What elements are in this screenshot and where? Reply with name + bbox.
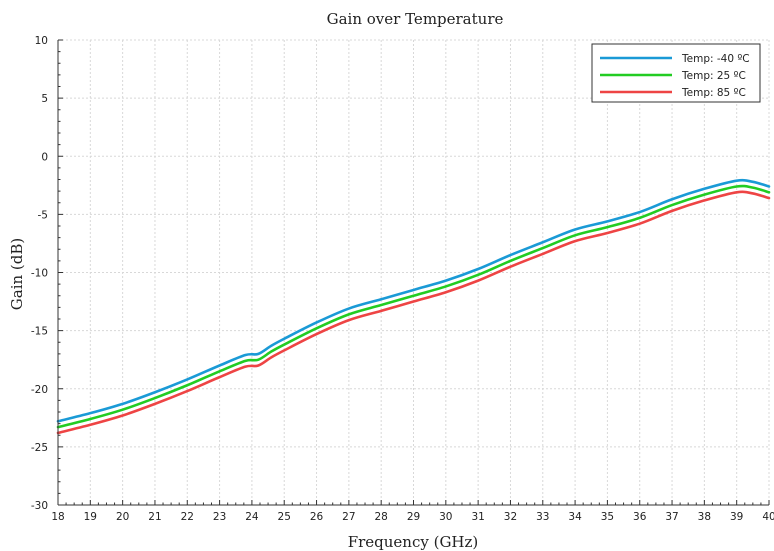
y-tick-label: -15 — [31, 326, 48, 338]
series-line-1 — [56, 178, 771, 423]
y-tick-label: -30 — [31, 500, 48, 512]
x-tick-label: 36 — [633, 511, 647, 523]
x-tick-label: 34 — [568, 511, 582, 523]
x-tick-label: 23 — [213, 511, 226, 523]
x-tick-label: 19 — [84, 511, 97, 523]
x-tick-label: 24 — [245, 511, 259, 523]
y-tick-label: -10 — [31, 268, 48, 280]
series-line-3 — [56, 190, 771, 435]
x-tick-label: 20 — [116, 511, 129, 523]
x-tick-label: 32 — [504, 511, 517, 523]
x-tick-label: 28 — [374, 511, 387, 523]
legend-label: Temp: 25 ºC — [681, 70, 746, 82]
legend: Temp: -40 ºC Temp: 25 ºC Temp: 85 ºC — [591, 43, 761, 103]
x-axis-label: Frequency (GHz) — [348, 533, 479, 551]
x-tick-label: 38 — [698, 511, 711, 523]
x-tick-label: 29 — [407, 511, 420, 523]
legend-label: Temp: 85 ºC — [681, 87, 746, 99]
series-line-2 — [56, 184, 771, 429]
series-lines — [56, 178, 771, 435]
y-tick-label: 5 — [41, 93, 48, 105]
y-tick-label: -25 — [31, 442, 48, 454]
x-tick-label: 26 — [310, 511, 324, 523]
x-tick-label: 22 — [181, 511, 194, 523]
legend-label: Temp: -40 ºC — [681, 53, 750, 65]
x-tick-label: 35 — [601, 511, 614, 523]
x-tick-label: 30 — [439, 511, 452, 523]
x-tick-label: 31 — [471, 511, 484, 523]
x-tick-label: 18 — [51, 511, 64, 523]
y-tick-label: 10 — [35, 35, 48, 47]
x-tick-label: 40 — [762, 511, 774, 523]
y-tick-label: 0 — [41, 151, 48, 163]
x-tick-label: 37 — [665, 511, 678, 523]
x-tick-label: 27 — [342, 511, 355, 523]
x-tick-label: 39 — [730, 511, 743, 523]
y-ticks: -30 -25 -20 -15 -10 -5 0 5 10 — [31, 35, 63, 512]
chart-title: Gain over Temperature — [327, 10, 504, 28]
grid — [57, 39, 770, 506]
x-ticks: 18 19 20 21 22 23 24 25 26 27 28 29 30 31 32 33 34 35 36 37… — [51, 500, 774, 523]
y-axis-label: Gain (dB) — [8, 238, 26, 310]
x-tick-label: 33 — [536, 511, 549, 523]
x-tick-label: 25 — [278, 511, 291, 523]
x-tick-label: 21 — [148, 511, 161, 523]
y-tick-label: -20 — [31, 384, 48, 396]
y-tick-label: -5 — [38, 209, 48, 221]
